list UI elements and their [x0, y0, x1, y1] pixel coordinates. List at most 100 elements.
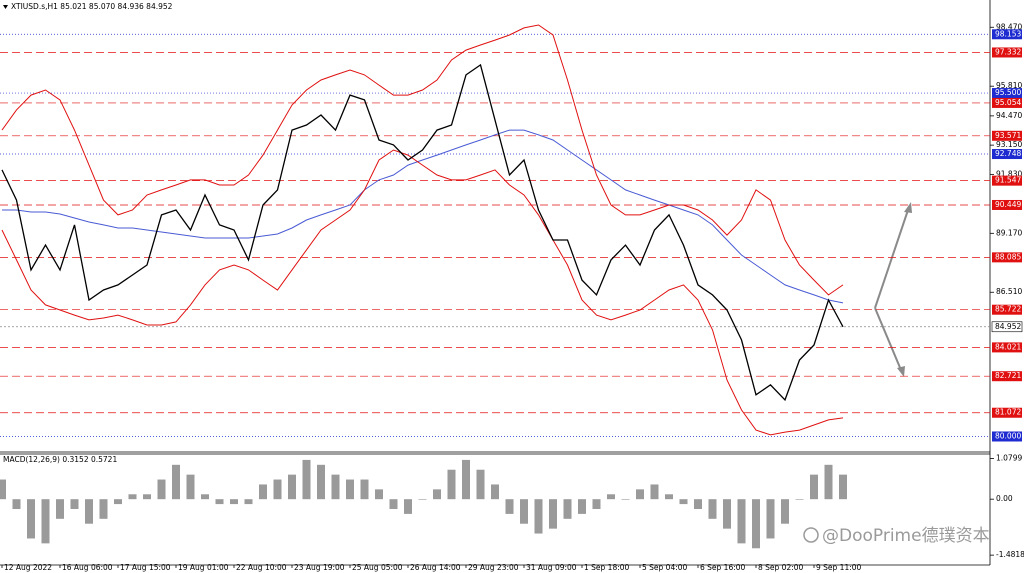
y-tick-label: 94.470 [996, 111, 1022, 120]
macd-bar [128, 494, 137, 500]
macd-bar [143, 494, 151, 500]
macd-bar [85, 499, 93, 524]
macd-bar [839, 474, 847, 500]
series-line [1, 63, 844, 402]
level-label: 95.500 [995, 88, 1021, 97]
level-label: 93.571 [995, 131, 1021, 140]
level-label: 85.722 [995, 305, 1021, 314]
level-label-box [992, 304, 1022, 315]
level-label-box [992, 175, 1022, 186]
x-tick-label: 25 Aug 05:00 [352, 563, 403, 572]
y-tick-label: 1.0799 [996, 453, 1022, 462]
level-label-box [991, 321, 1023, 333]
macd-bar [491, 484, 499, 500]
macd-bar [273, 479, 282, 500]
level-label: 95.054 [995, 98, 1021, 107]
macd-bar [12, 499, 21, 509]
macd-bar [433, 489, 441, 500]
macd-bar [201, 494, 209, 500]
x-tick-label: 19 Aug 01:00 [178, 563, 229, 572]
x-tick-label: 17 Aug 15:00 [120, 563, 171, 572]
projection-arrows [874, 202, 912, 377]
macd-bar [317, 464, 325, 500]
chart-title: XTIUSD.s,H1 85.021 85.070 84.936 84.952 [11, 2, 173, 11]
level-label-box [992, 407, 1022, 418]
macd-bar [592, 499, 601, 509]
macd-bar [70, 499, 79, 509]
y-tick-label: 93.150 [996, 140, 1022, 149]
level-label-box [992, 130, 1022, 141]
macd-bar [389, 499, 398, 509]
level-label: 84.021 [995, 342, 1021, 351]
level-label-box [992, 88, 1022, 99]
level-label: 97.332 [995, 47, 1021, 56]
level-label-box [992, 342, 1022, 353]
macd-bar [824, 464, 833, 500]
level-label-box [992, 252, 1022, 263]
macd-bar [708, 499, 717, 519]
macd-bar [346, 479, 354, 500]
y-tick-label: 98.470 [996, 22, 1022, 31]
level-label: 90.449 [995, 200, 1021, 209]
level-label: 98.153 [995, 29, 1021, 38]
level-label-box [992, 371, 1022, 382]
level-label-box [992, 47, 1022, 58]
macd-bar [288, 474, 296, 500]
x-tick-label: 22 Aug 10:00 [236, 563, 287, 572]
level-label: 82.721 [995, 371, 1021, 380]
macd-bar [418, 499, 427, 500]
macd-bar [157, 479, 166, 500]
x-tick-label: 26 Aug 14:00 [410, 563, 461, 572]
macd-bar [737, 499, 746, 544]
y-tick-label: -1.4818 [996, 550, 1024, 559]
macd-bar [41, 499, 50, 544]
macd-bar [810, 474, 818, 500]
macd-bar [462, 459, 470, 500]
level-label: 81.072 [995, 408, 1021, 417]
watermark-icon [803, 527, 819, 543]
macd-bar [476, 469, 485, 500]
macd-bar [505, 499, 514, 514]
level-label: 84.952 [995, 322, 1021, 331]
level-label-box [992, 29, 1022, 40]
macd-bar [114, 499, 122, 505]
level-label-box [992, 149, 1022, 160]
level-label: 88.085 [995, 252, 1021, 261]
x-tick-label: 9 Sep 11:00 [816, 563, 862, 572]
macd-bar [230, 499, 238, 505]
macd-bar [694, 499, 702, 509]
x-tick-label: 31 Aug 09:00 [526, 563, 577, 572]
macd-bar [99, 499, 108, 519]
y-tick-label: 95.810 [996, 81, 1022, 90]
y-tick-label: 91.830 [996, 169, 1022, 178]
macd-bar [795, 499, 804, 500]
x-tick-label: 1 Sep 18:00 [584, 563, 630, 572]
macd-bar [563, 499, 572, 519]
macd-bar [302, 459, 311, 500]
y-tick-label: 89.170 [996, 228, 1022, 237]
x-tick-label: 8 Sep 02:00 [758, 563, 804, 572]
x-tick-label: 12 Aug 2022 [4, 563, 52, 572]
x-tick-label: 23 Aug 19:00 [294, 563, 345, 572]
macd-bar [520, 499, 528, 524]
macd-title: MACD(12,26,9) 0.3152 0.5721 [3, 455, 117, 464]
macd-bar [172, 464, 180, 500]
macd-bar [650, 484, 659, 500]
macd-bar [331, 474, 340, 500]
macd-bar [665, 494, 673, 500]
level-label: 92.748 [995, 149, 1021, 158]
level-label-box [992, 97, 1022, 108]
macd-bar [186, 474, 195, 500]
macd-bar [360, 479, 369, 500]
macd-bar [636, 489, 644, 500]
macd-bar [621, 499, 630, 500]
watermark: @DooPrime德璞资本 [822, 526, 990, 546]
macd-bar [723, 499, 731, 529]
macd-bar [0, 479, 6, 500]
x-tick-label: 16 Aug 06:00 [62, 563, 113, 572]
series-line [1, 24, 844, 296]
level-label-box [992, 431, 1022, 442]
macd-bar [56, 499, 64, 519]
series-line [2, 129, 844, 304]
